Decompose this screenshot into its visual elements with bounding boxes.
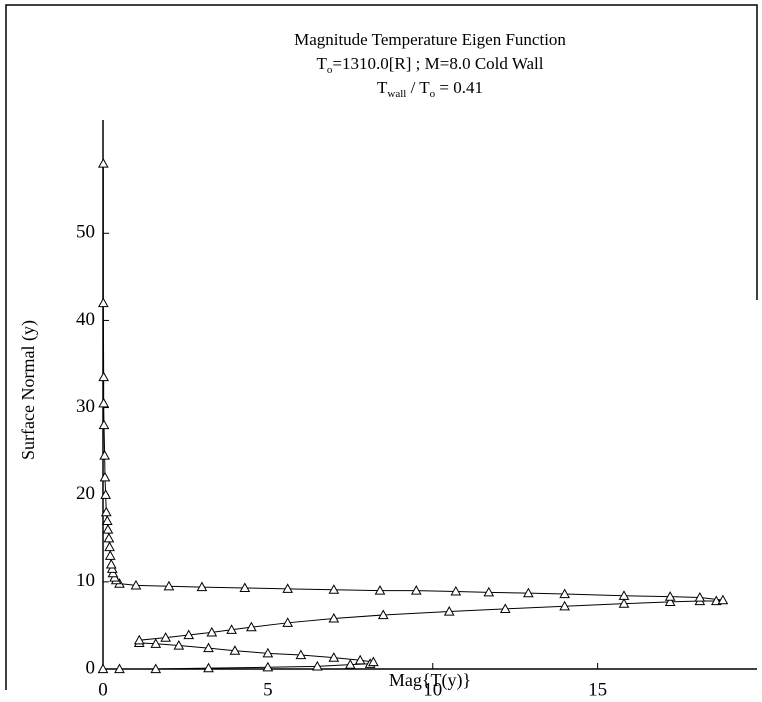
- data-point: [229, 645, 241, 655]
- data-point: [664, 591, 676, 601]
- data-point: [97, 158, 109, 168]
- subtitle-part: / T: [406, 78, 430, 97]
- x-axis-label: Mag{T(y)}: [389, 670, 471, 691]
- data-point: [133, 634, 145, 645]
- data-point: [99, 449, 110, 460]
- y-tick-label: 10: [76, 570, 95, 591]
- data-point: [328, 652, 340, 662]
- data-point: [483, 586, 495, 597]
- data-point: [97, 663, 109, 674]
- data-point: [130, 579, 142, 590]
- data-point: [150, 663, 162, 674]
- data-point: [160, 632, 172, 642]
- y-tick-label: 0: [86, 657, 96, 678]
- y-tick-label: 40: [76, 309, 95, 330]
- data-point: [377, 609, 389, 620]
- x-tick-label: 15: [588, 679, 607, 700]
- data-point: [523, 587, 534, 598]
- data-point: [559, 588, 570, 599]
- data-point: [99, 471, 111, 482]
- data-point: [717, 594, 729, 605]
- data-point: [282, 617, 294, 627]
- data-point: [450, 585, 462, 596]
- subtitle-part: wall: [387, 88, 406, 100]
- data-point: [295, 649, 307, 660]
- data-point: [559, 600, 570, 611]
- data-point: [183, 629, 195, 640]
- x-tick-label: 0: [98, 679, 108, 700]
- data-point: [328, 584, 340, 594]
- data-point: [101, 515, 113, 525]
- data-point: [354, 654, 366, 665]
- data-point: [282, 583, 294, 593]
- subtitle-part: = 0.41: [435, 78, 483, 97]
- data-point: [173, 639, 185, 650]
- y-tick-label: 30: [76, 396, 95, 417]
- data-point: [98, 397, 110, 408]
- data-point: [368, 656, 379, 667]
- data-point: [664, 596, 676, 606]
- data-point: [246, 621, 257, 632]
- frame: [5, 4, 758, 690]
- chart-title: Magnitude Temperature Eigen Function: [294, 30, 566, 49]
- subtitle-part: o: [327, 64, 333, 76]
- chart-subtitle: To=1310.0[R] ; M=8.0 Cold Wall: [317, 54, 544, 76]
- data-point: [203, 662, 214, 673]
- x-tick-label: 10: [423, 679, 442, 700]
- chart-subtitle-2: Twall / To = 0.41: [377, 78, 483, 100]
- data-point: [203, 642, 214, 653]
- subtitle-part: T: [317, 54, 328, 73]
- data-point: [443, 605, 455, 616]
- data-point: [410, 585, 422, 595]
- data-point: [618, 598, 630, 608]
- data-point: [104, 541, 115, 552]
- data-point: [262, 647, 274, 658]
- data-point: [98, 371, 110, 382]
- data-point: [100, 506, 112, 517]
- data-point: [344, 659, 356, 669]
- data-point: [499, 603, 511, 613]
- subtitle-part: =1310.0[R] ; M=8.0 Cold Wall: [332, 54, 543, 73]
- subtitle-part: T: [377, 78, 388, 97]
- data-point: [374, 585, 386, 595]
- data-point: [239, 582, 251, 593]
- data-point: [97, 297, 109, 308]
- data-point: [311, 660, 323, 671]
- data-point: [100, 489, 111, 499]
- y-tick-label: 50: [76, 222, 95, 243]
- y-axis-label: Surface Normal (y): [18, 320, 39, 460]
- data-point: [104, 550, 116, 560]
- data-point: [105, 558, 117, 569]
- data-point: [262, 661, 274, 672]
- data-point: [163, 580, 175, 591]
- data-point: [102, 524, 114, 534]
- data-point: [694, 592, 706, 602]
- data-point: [98, 419, 110, 430]
- data-point: [206, 626, 218, 637]
- data-point: [150, 638, 162, 648]
- data-point: [114, 663, 125, 674]
- x-tick-label: 5: [263, 679, 273, 700]
- data-point: [226, 624, 237, 634]
- y-tick-label: 20: [76, 483, 95, 504]
- data-point: [196, 581, 208, 592]
- data-point: [103, 532, 115, 543]
- data-point: [618, 590, 630, 600]
- subtitle-part: o: [430, 88, 436, 100]
- data-point: [328, 612, 340, 623]
